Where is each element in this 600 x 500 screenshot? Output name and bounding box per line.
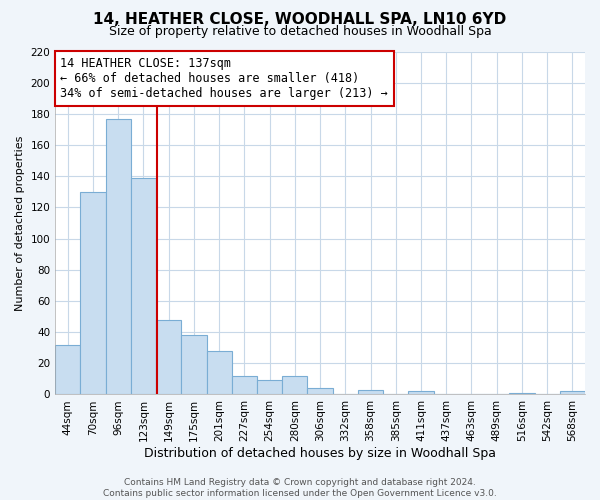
- Text: Size of property relative to detached houses in Woodhall Spa: Size of property relative to detached ho…: [109, 25, 491, 38]
- Text: 14 HEATHER CLOSE: 137sqm
← 66% of detached houses are smaller (418)
34% of semi-: 14 HEATHER CLOSE: 137sqm ← 66% of detach…: [61, 56, 388, 100]
- Bar: [307, 388, 332, 394]
- Bar: [106, 118, 131, 394]
- Bar: [257, 380, 282, 394]
- Bar: [181, 335, 206, 394]
- Text: Contains HM Land Registry data © Crown copyright and database right 2024.
Contai: Contains HM Land Registry data © Crown c…: [103, 478, 497, 498]
- Bar: [358, 390, 383, 394]
- Bar: [55, 344, 80, 395]
- Y-axis label: Number of detached properties: Number of detached properties: [15, 136, 25, 310]
- Bar: [131, 178, 156, 394]
- Text: 14, HEATHER CLOSE, WOODHALL SPA, LN10 6YD: 14, HEATHER CLOSE, WOODHALL SPA, LN10 6Y…: [94, 12, 506, 28]
- X-axis label: Distribution of detached houses by size in Woodhall Spa: Distribution of detached houses by size …: [144, 447, 496, 460]
- Bar: [80, 192, 106, 394]
- Bar: [560, 392, 585, 394]
- Bar: [282, 376, 307, 394]
- Bar: [156, 320, 181, 394]
- Bar: [409, 392, 434, 394]
- Bar: [509, 393, 535, 394]
- Bar: [206, 351, 232, 395]
- Bar: [232, 376, 257, 394]
